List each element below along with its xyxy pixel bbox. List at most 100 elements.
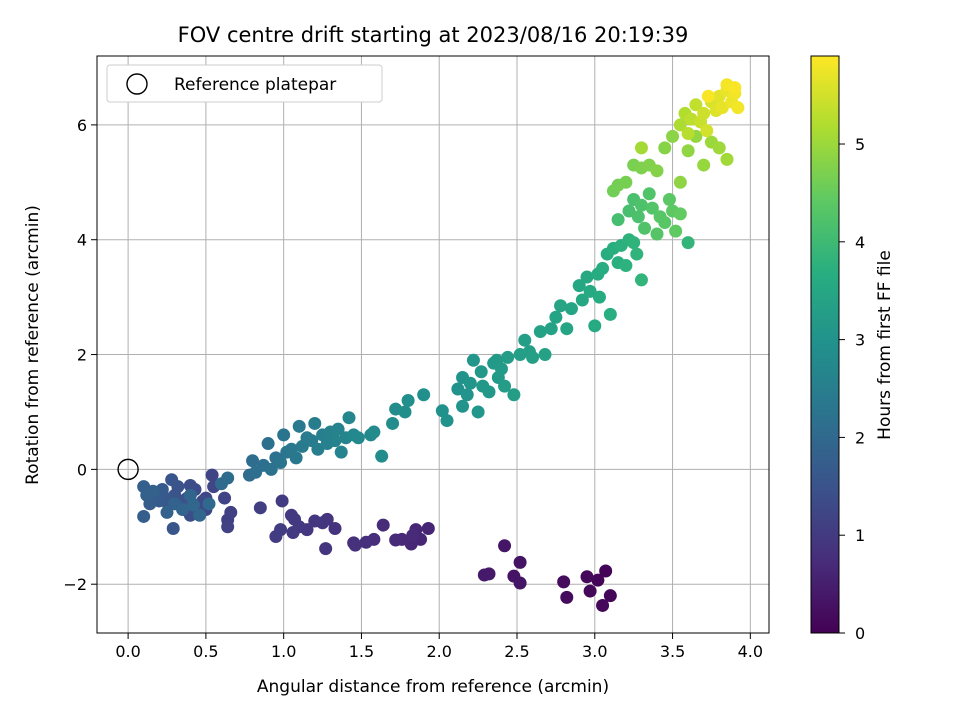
colorbar-tick-label: 4: [855, 233, 865, 252]
data-point: [401, 393, 415, 407]
legend-box: [106, 64, 383, 103]
data-point: [645, 201, 659, 215]
data-point: [261, 437, 275, 451]
data-point: [554, 299, 568, 313]
data-point: [463, 376, 477, 390]
data-point: [669, 224, 683, 238]
data-point: [634, 198, 648, 212]
data-point: [627, 236, 641, 250]
data-point: [630, 247, 644, 261]
colorbar-tick-label: 1: [855, 526, 865, 545]
data-point: [697, 106, 711, 120]
data-point: [275, 494, 289, 508]
x-tick-label: 0.0: [115, 642, 140, 661]
data-point: [498, 539, 512, 553]
data-point: [435, 404, 449, 418]
data-point: [286, 526, 300, 540]
data-point: [224, 505, 238, 519]
data-point: [715, 101, 729, 115]
data-point: [477, 568, 491, 582]
data-point: [666, 129, 680, 143]
data-point: [292, 419, 306, 433]
colorbar-tick-label: 5: [855, 135, 865, 154]
data-point: [334, 445, 348, 459]
data-point: [634, 273, 648, 287]
data-point: [583, 584, 597, 598]
data-point: [176, 503, 190, 517]
x-tick-label: 2.0: [426, 642, 451, 661]
data-point: [342, 411, 356, 425]
data-point: [689, 98, 703, 112]
data-point: [642, 187, 656, 201]
data-point: [700, 124, 714, 138]
legend: Reference platepar: [106, 64, 383, 103]
data-point: [507, 388, 521, 402]
colorbar-tick-label: 2: [855, 428, 865, 447]
data-point: [560, 322, 574, 336]
data-point: [658, 141, 672, 155]
data-point: [596, 261, 610, 275]
data-point: [146, 484, 160, 498]
data-point: [269, 530, 283, 544]
data-point: [165, 473, 179, 487]
data-point: [221, 471, 235, 485]
data-point: [673, 175, 687, 189]
x-tick-label: 1.5: [349, 642, 374, 661]
data-point: [557, 575, 571, 589]
data-point: [588, 319, 602, 333]
reference-platepar-marker: [117, 458, 139, 481]
data-point: [186, 498, 200, 512]
data-point: [311, 442, 325, 456]
data-point: [160, 505, 174, 519]
data-point: [183, 478, 197, 492]
data-point: [456, 399, 470, 413]
data-point: [460, 388, 474, 402]
data-point: [218, 491, 232, 505]
colorbar-ticks: 0 1 2 3 4 5: [839, 135, 865, 643]
data-point: [728, 81, 742, 95]
data-point: [359, 535, 373, 549]
x-tick-label: 3.0: [582, 642, 607, 661]
x-tick-label: 0.5: [193, 642, 218, 661]
data-point: [575, 293, 589, 307]
x-tick-label: 1.0: [271, 642, 296, 661]
data-point: [417, 388, 431, 402]
data-point: [166, 522, 180, 536]
data-point: [348, 538, 362, 552]
data-point: [421, 522, 435, 536]
data-point: [603, 589, 617, 603]
data-point: [560, 590, 574, 604]
data-point: [592, 290, 606, 304]
data-point: [591, 573, 605, 587]
data-point: [580, 570, 594, 584]
data-point: [246, 454, 260, 468]
colorbar-gradient: [810, 55, 840, 634]
data-point: [634, 141, 648, 155]
data-point: [631, 210, 645, 224]
data-point: [518, 333, 532, 347]
data-point: [599, 564, 613, 578]
plot-frame: [96, 55, 770, 634]
data-point: [650, 164, 664, 178]
data-point: [596, 598, 610, 612]
data-point: [638, 221, 652, 235]
data-point: [658, 215, 672, 229]
data-point: [331, 422, 345, 436]
data-point: [471, 405, 485, 419]
x-tick-label: 2.5: [504, 642, 529, 661]
data-point: [622, 204, 636, 218]
x-axis-ticks: 0.0 0.5 1.0 1.5 2.0 2.5 3.0 3.5 4.0: [115, 633, 763, 661]
y-tick-label: 0: [77, 460, 87, 479]
data-point: [731, 101, 745, 115]
data-point: [501, 350, 515, 364]
data-point: [662, 193, 676, 207]
data-point: [406, 528, 420, 542]
data-point: [650, 227, 664, 241]
legend-marker-icon: [126, 73, 148, 95]
data-point: [673, 118, 687, 132]
data-point: [474, 365, 488, 379]
data-point: [137, 509, 151, 523]
data-point: [328, 434, 342, 448]
data-point: [712, 141, 726, 155]
